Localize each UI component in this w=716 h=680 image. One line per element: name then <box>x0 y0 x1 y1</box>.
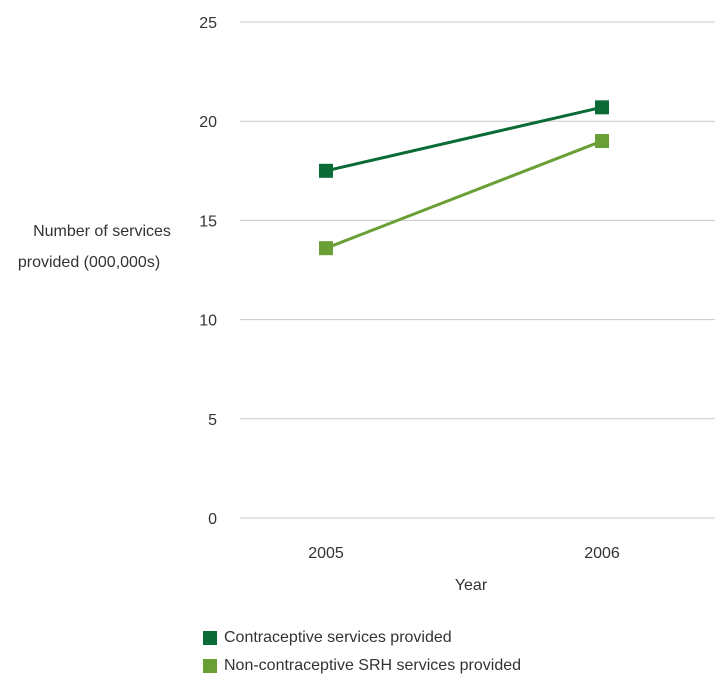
x-axis-title: Year <box>455 577 488 594</box>
y-tick-label: 10 <box>199 313 217 330</box>
data-point-marker <box>319 163 333 178</box>
y-tick-label: 5 <box>208 412 217 429</box>
x-tick-label: 2006 <box>584 545 620 562</box>
data-point-marker <box>595 100 609 115</box>
legend-swatch-contraceptive <box>203 631 217 645</box>
legend-item-contraceptive: Contraceptive services provided <box>203 624 521 652</box>
x-tick-labels: 2005 2006 <box>308 545 620 562</box>
series-group <box>319 100 609 256</box>
y-tick-label: 15 <box>199 213 217 230</box>
legend-swatch-non-contraceptive <box>203 659 217 673</box>
series-line-1 <box>325 139 603 250</box>
y-tick-label: 25 <box>199 15 217 32</box>
legend-item-non-contraceptive: Non-contraceptive SRH services provided <box>203 652 521 680</box>
data-point-marker <box>319 241 333 256</box>
gridlines <box>240 21 715 519</box>
y-tick-label: 20 <box>199 114 217 131</box>
legend-label-non-contraceptive: Non-contraceptive SRH services provided <box>224 657 522 674</box>
legend-label-contraceptive: Contraceptive services provided <box>224 629 452 646</box>
series-line-0 <box>325 105 603 173</box>
y-tick-label: 0 <box>208 511 217 528</box>
x-tick-label: 2005 <box>308 545 344 562</box>
y-axis-title-line-2: provided (000,000s) <box>18 254 160 271</box>
data-point-marker <box>595 134 609 149</box>
y-axis-title-line-1: Number of services <box>33 223 171 240</box>
legend: Contraceptive services provided Non-cont… <box>203 624 521 680</box>
y-tick-labels: 0 5 10 15 20 25 <box>199 15 217 528</box>
